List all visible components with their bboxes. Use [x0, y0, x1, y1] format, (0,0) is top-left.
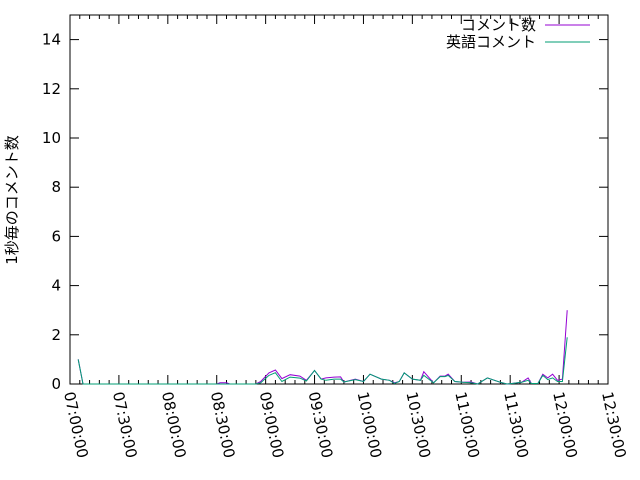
- series-line-0: [77, 310, 568, 385]
- x-tick-label: 10:30:00: [402, 390, 434, 460]
- y-tick-label: 4: [51, 277, 61, 295]
- x-tick-label: 10:00:00: [354, 390, 386, 460]
- x-tick-label: 09:30:00: [305, 390, 337, 460]
- y-tick-label: 8: [51, 178, 61, 196]
- legend: コメント数 英語コメント: [446, 16, 590, 51]
- x-tick-label: 07:00:00: [60, 390, 92, 460]
- y-tick-label: 6: [51, 227, 61, 245]
- x-tick-label: 09:00:00: [256, 390, 288, 460]
- series-lines: [77, 310, 568, 385]
- y-tick-label: 12: [42, 80, 61, 98]
- x-tick-label: 12:00:00: [549, 390, 581, 460]
- y-axis-label: 1秒毎のコメント数: [3, 135, 21, 265]
- legend-label-0: コメント数: [461, 16, 536, 34]
- x-tick-label: 11:00:00: [451, 390, 483, 460]
- y-tick-label: 10: [42, 129, 61, 147]
- x-tick-label: 08:00:00: [158, 390, 190, 460]
- plot-frame: [69, 14, 609, 385]
- y-tick-label: 0: [51, 375, 61, 393]
- series-line-1: [77, 337, 568, 385]
- x-tick-label: 07:30:00: [109, 390, 141, 460]
- x-tick-label: 11:30:00: [500, 390, 532, 460]
- y-tick-label: 14: [42, 31, 61, 49]
- x-tick-label: 12:30:00: [598, 390, 630, 460]
- x-tick-label: 08:30:00: [207, 390, 239, 460]
- legend-label-1: 英語コメント: [446, 33, 536, 51]
- y-tick-label: 2: [51, 326, 61, 344]
- axes: 0 2 4 6 8 10 12 14 07:00:00 07:30:00 08:00:00 08:30…: [42, 14, 630, 460]
